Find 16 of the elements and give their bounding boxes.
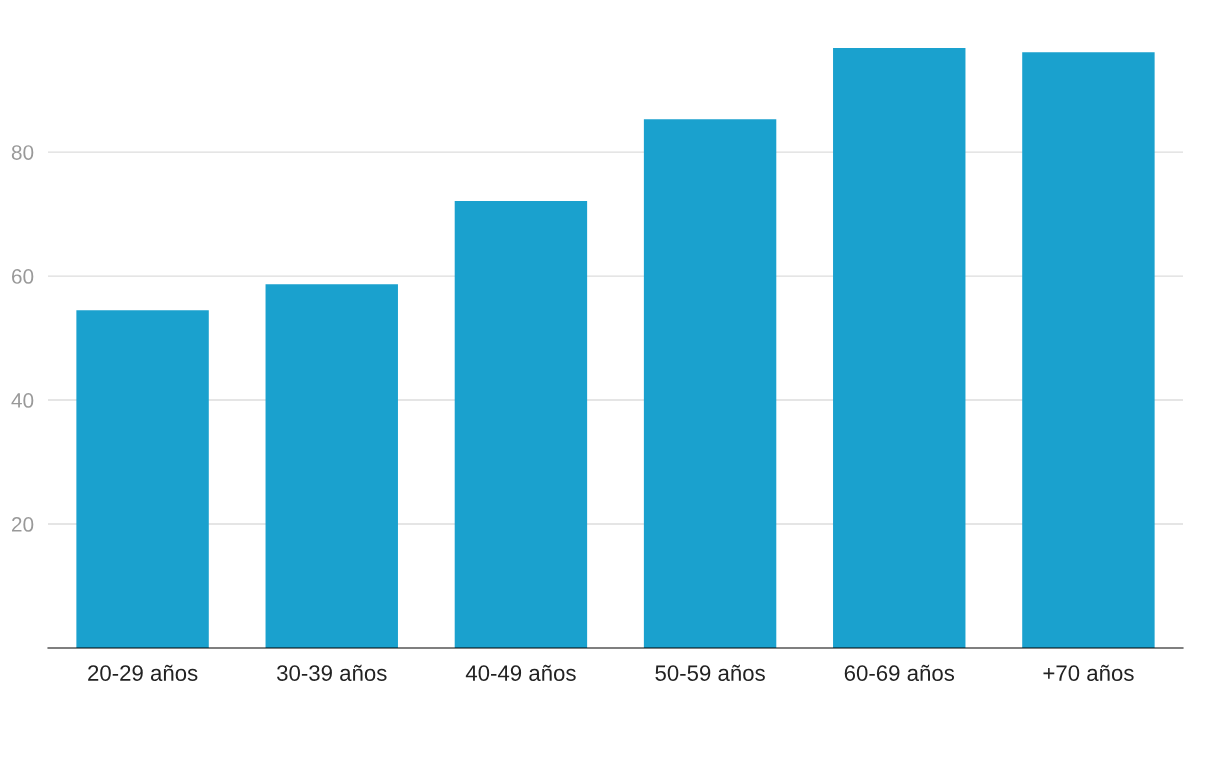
x-tick-label: 60-69 años [844, 664, 955, 681]
y-tick-label: 20 [11, 517, 34, 532]
y-tick-label: 80 [11, 145, 34, 160]
y-tick-label: 40 [11, 393, 34, 408]
x-tick-label: 20-29 años [88, 664, 198, 681]
x-tick-label: 40-49 años [465, 664, 576, 681]
x-tick-label: 30-39 años [277, 664, 387, 681]
bar [454, 201, 588, 648]
x-tick-label: 50-59 años [655, 664, 765, 681]
bar [833, 48, 966, 648]
bar [265, 284, 398, 648]
bar [643, 119, 777, 648]
bar [76, 310, 209, 648]
bar [1022, 52, 1155, 648]
x-tick-label: +70 años [1043, 664, 1134, 681]
y-tick-label: 60 [12, 269, 34, 284]
